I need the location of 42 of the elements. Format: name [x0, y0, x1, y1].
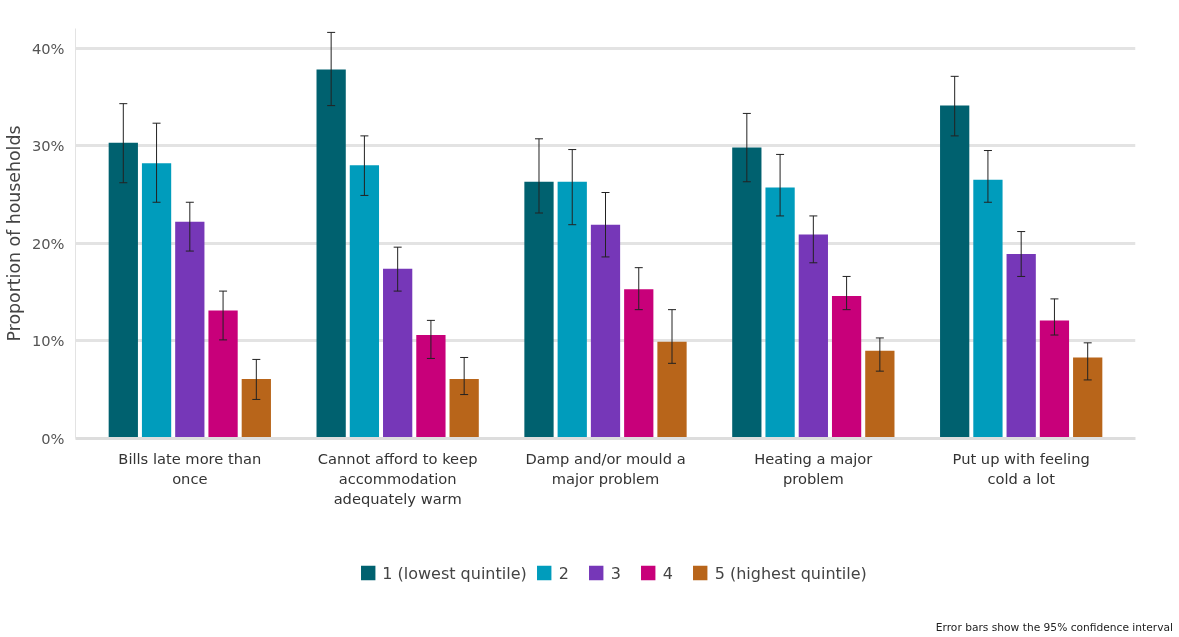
- y-tick-label: 20%: [31, 234, 65, 252]
- y-tick-label: 10%: [31, 332, 65, 350]
- x-tick-label: Bills late more than once: [118, 449, 262, 487]
- y-tick-label: 30%: [31, 137, 65, 155]
- x-tick-label: Heating a major problem: [754, 449, 874, 487]
- bar: [732, 147, 762, 439]
- x-tick-label: Damp and/or mould a major problem: [525, 449, 686, 487]
- y-tick-label: 40%: [31, 39, 65, 57]
- bar: [624, 289, 654, 439]
- legend-label: 2: [558, 563, 570, 583]
- bar: [349, 165, 380, 439]
- bar: [765, 187, 795, 439]
- bar: [590, 224, 621, 439]
- bar: [141, 163, 172, 439]
- x-tick-label: Cannot afford to keep accommodation adequately warm: [317, 449, 478, 508]
- bar: [657, 341, 687, 439]
- legend-label: 4: [662, 563, 674, 583]
- bar: [1039, 320, 1070, 439]
- bar: [208, 310, 238, 439]
- bar: [973, 179, 1003, 439]
- bar: [316, 69, 346, 439]
- bar: [241, 378, 271, 439]
- bar: [383, 268, 413, 439]
- annotation: Error bars show the 95% confidence interval: [935, 621, 1173, 634]
- bar: [557, 181, 587, 439]
- bar: [1006, 254, 1036, 439]
- bar: [416, 335, 446, 439]
- legend-label: 5 (highest quintile): [714, 563, 867, 583]
- bar: [865, 350, 895, 439]
- y-tick-label: 0%: [41, 430, 65, 447]
- legend-label: 1 (lowest quintile): [382, 563, 527, 583]
- bar: [1073, 357, 1103, 439]
- bar: [524, 181, 554, 439]
- bar: [449, 378, 479, 439]
- bar: [175, 221, 205, 439]
- bar: [798, 234, 828, 439]
- legend-label: 3: [610, 563, 622, 583]
- y-axis-title: Proportion of households: [3, 125, 24, 342]
- bar: [108, 142, 138, 439]
- bar: [831, 295, 862, 439]
- x-tick-label: Put up with feeling cold a lot: [952, 449, 1090, 487]
- bar: [940, 105, 970, 439]
